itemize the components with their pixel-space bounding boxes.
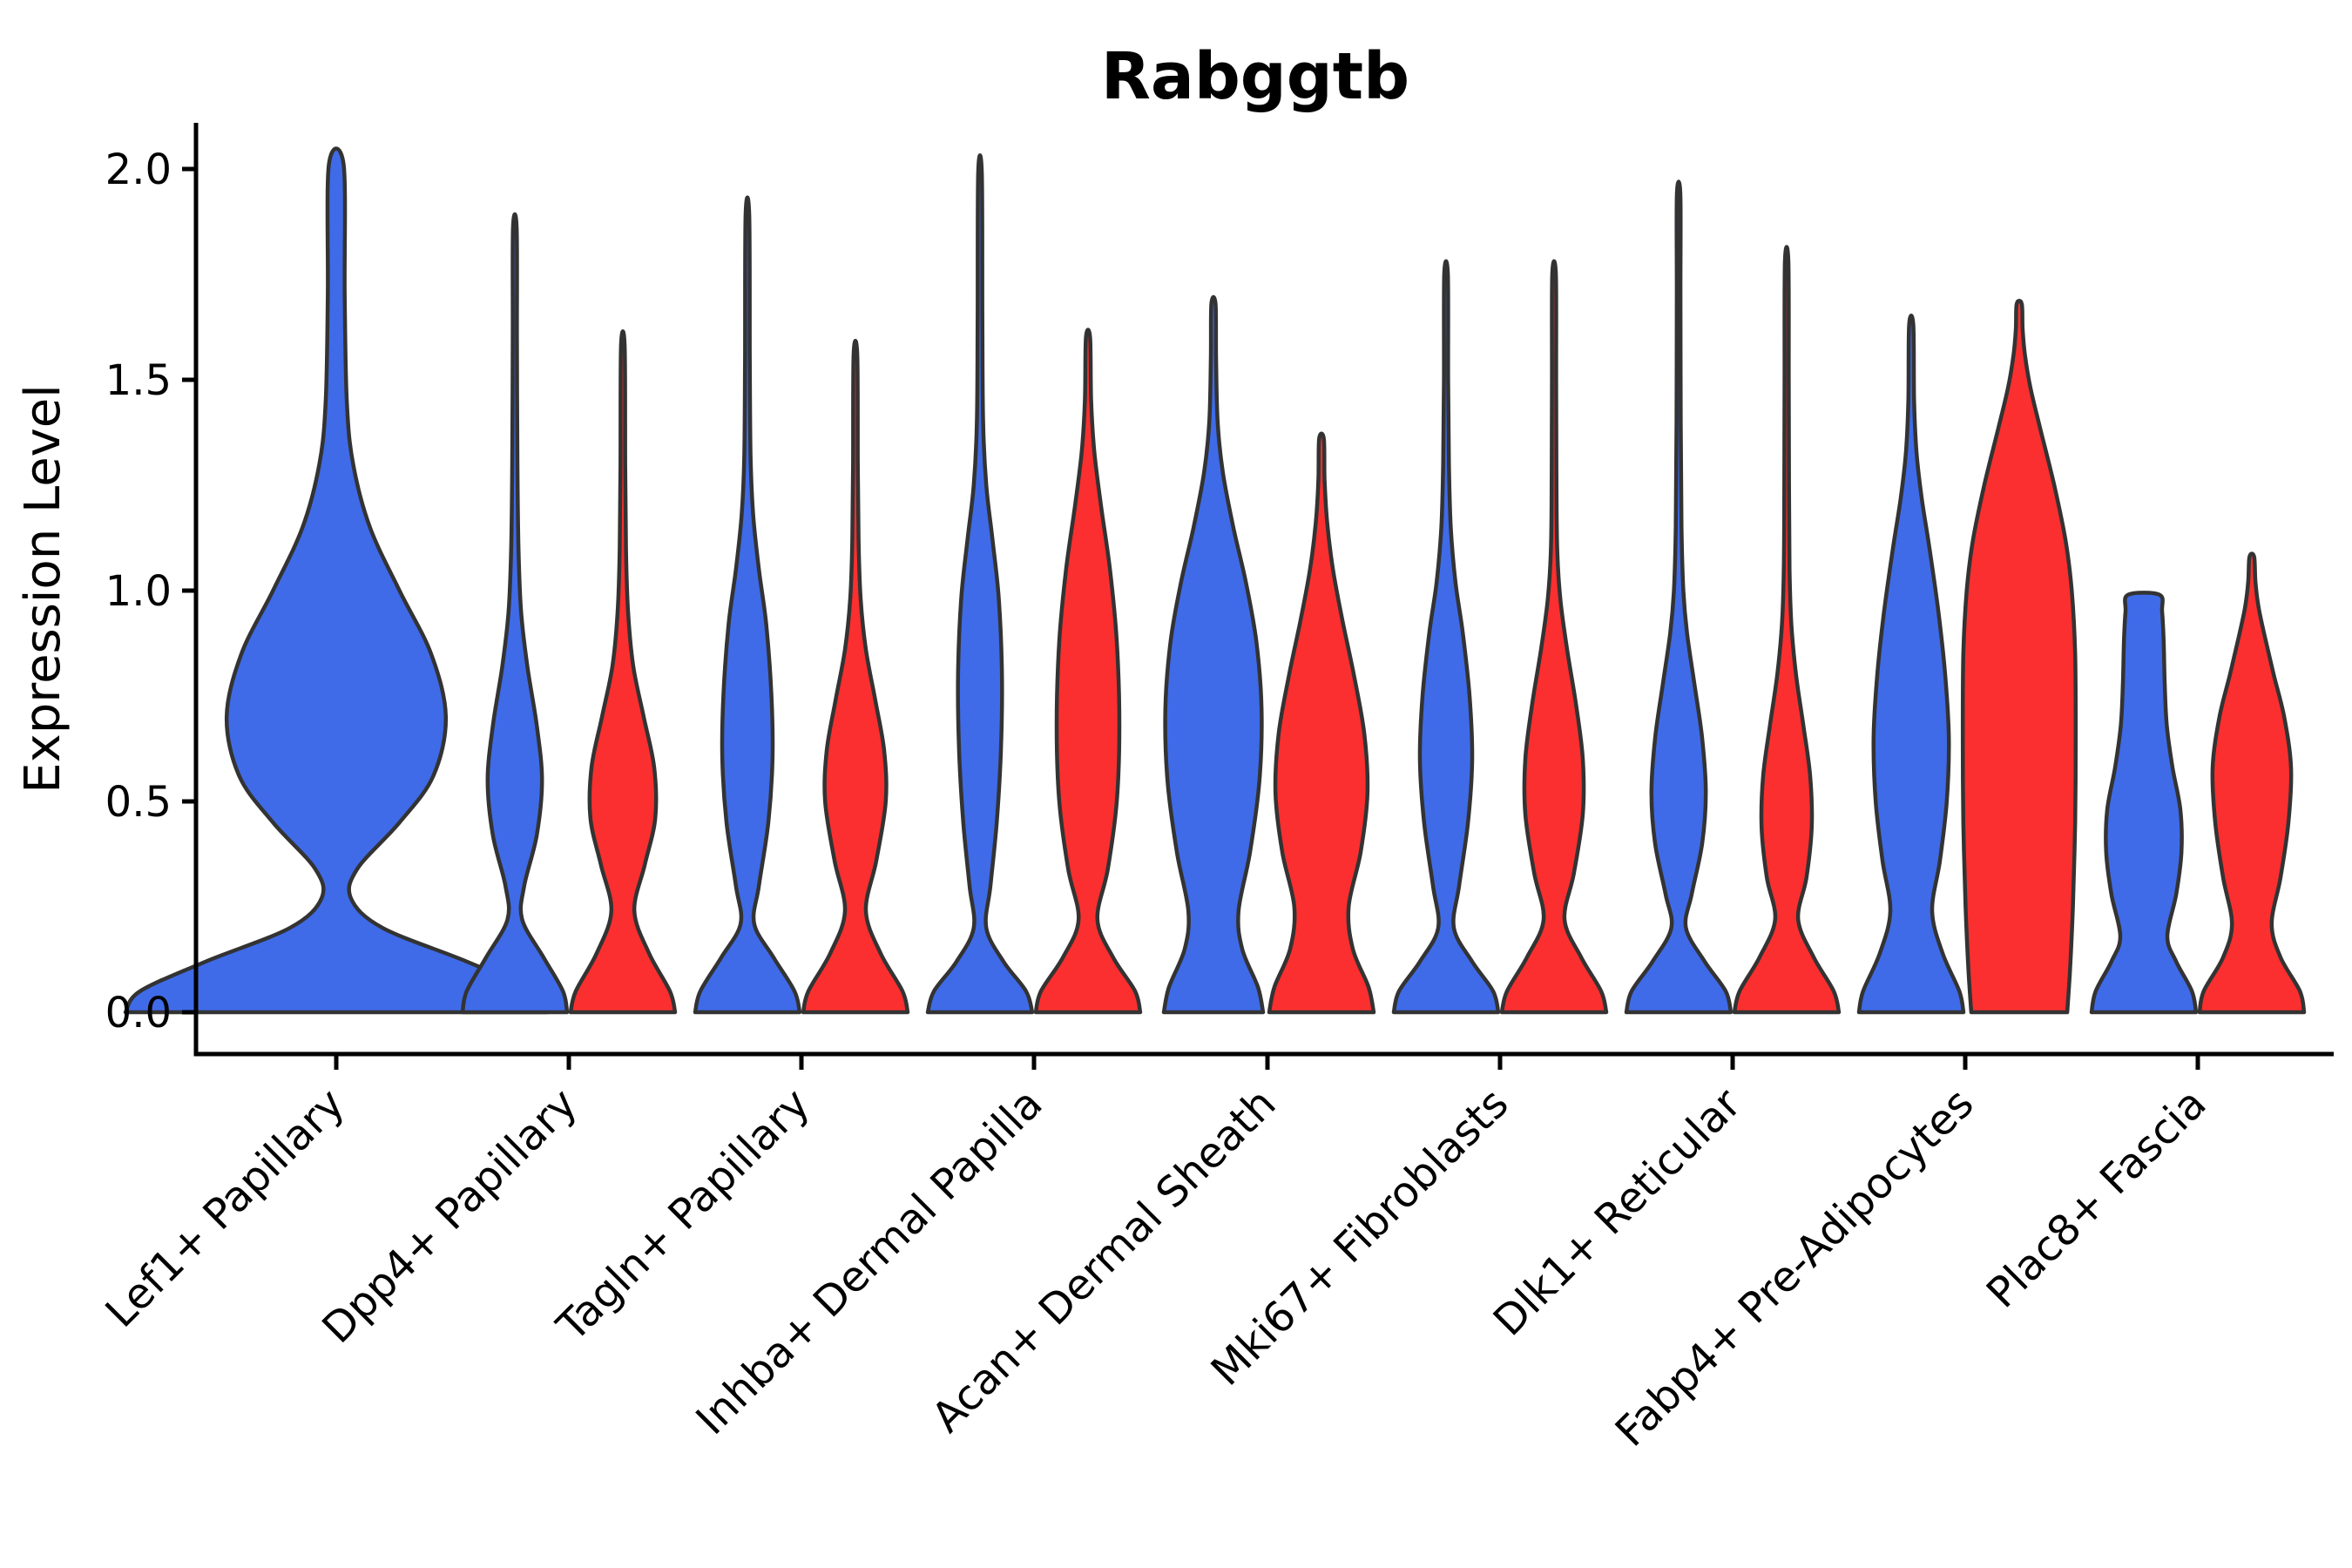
violin-acan-dermal-sheath-blue (1161, 294, 1266, 1015)
violin-dpp4-papillary-blue (460, 212, 570, 1015)
violin-mki67-fibroblasts-red (1499, 259, 1609, 1015)
violin-tagln-papillary-red (801, 339, 910, 1015)
y-tick-label: 1.0 (105, 567, 172, 616)
y-axis-label: Expression Level (15, 384, 71, 794)
violin-inhba-dermal-papilla-blue (925, 153, 1035, 1015)
violin-series-group (123, 146, 2307, 1015)
x-tick-label-plac8-fascia: Plac8+ Fascia (1977, 1079, 2216, 1318)
violin-tagln-papillary-blue (693, 195, 802, 1015)
x-tick-label-tagln-papillary: Tagln+ Papillary (547, 1079, 819, 1351)
y-tick-label: 2.0 (105, 145, 172, 194)
violin-plac8-fascia-red (2197, 551, 2307, 1015)
violin-dlk1-reticular-red (1732, 245, 1842, 1015)
violin-inhba-dermal-papilla-red (1033, 328, 1143, 1015)
y-tick-label: 1.5 (105, 356, 172, 405)
x-tick-label-dlk1-reticular: Dlk1+ Reticular (1484, 1079, 1751, 1346)
violin-fabp4-pre-adipocytes-blue (1856, 313, 1966, 1015)
x-tick-label-dpp4-papillary: Dpp4+ Papillary (313, 1079, 586, 1353)
violin-acan-dermal-sheath-red (1267, 431, 1376, 1015)
y-ticks-group: 0.0 0.5 1.0 1.5 2.0 (105, 145, 196, 1037)
violin-dpp4-papillary-red (568, 329, 678, 1015)
violin-lef1-papillary-blue (123, 146, 550, 1015)
x-tick-label-lef1-papillary: Lef1+ Papillary (97, 1079, 355, 1337)
violin-mki67-fibroblasts-blue (1391, 259, 1501, 1015)
chart-title: Rabggtb (1101, 39, 1409, 114)
violin-dlk1-reticular-blue (1624, 179, 1734, 1015)
y-tick-label: 0.5 (105, 778, 172, 827)
violin-fabp4-pre-adipocytes-red (1960, 299, 2078, 1015)
y-tick-label: 0.0 (105, 989, 172, 1037)
violin-plac8-fascia-blue (2089, 591, 2199, 1015)
